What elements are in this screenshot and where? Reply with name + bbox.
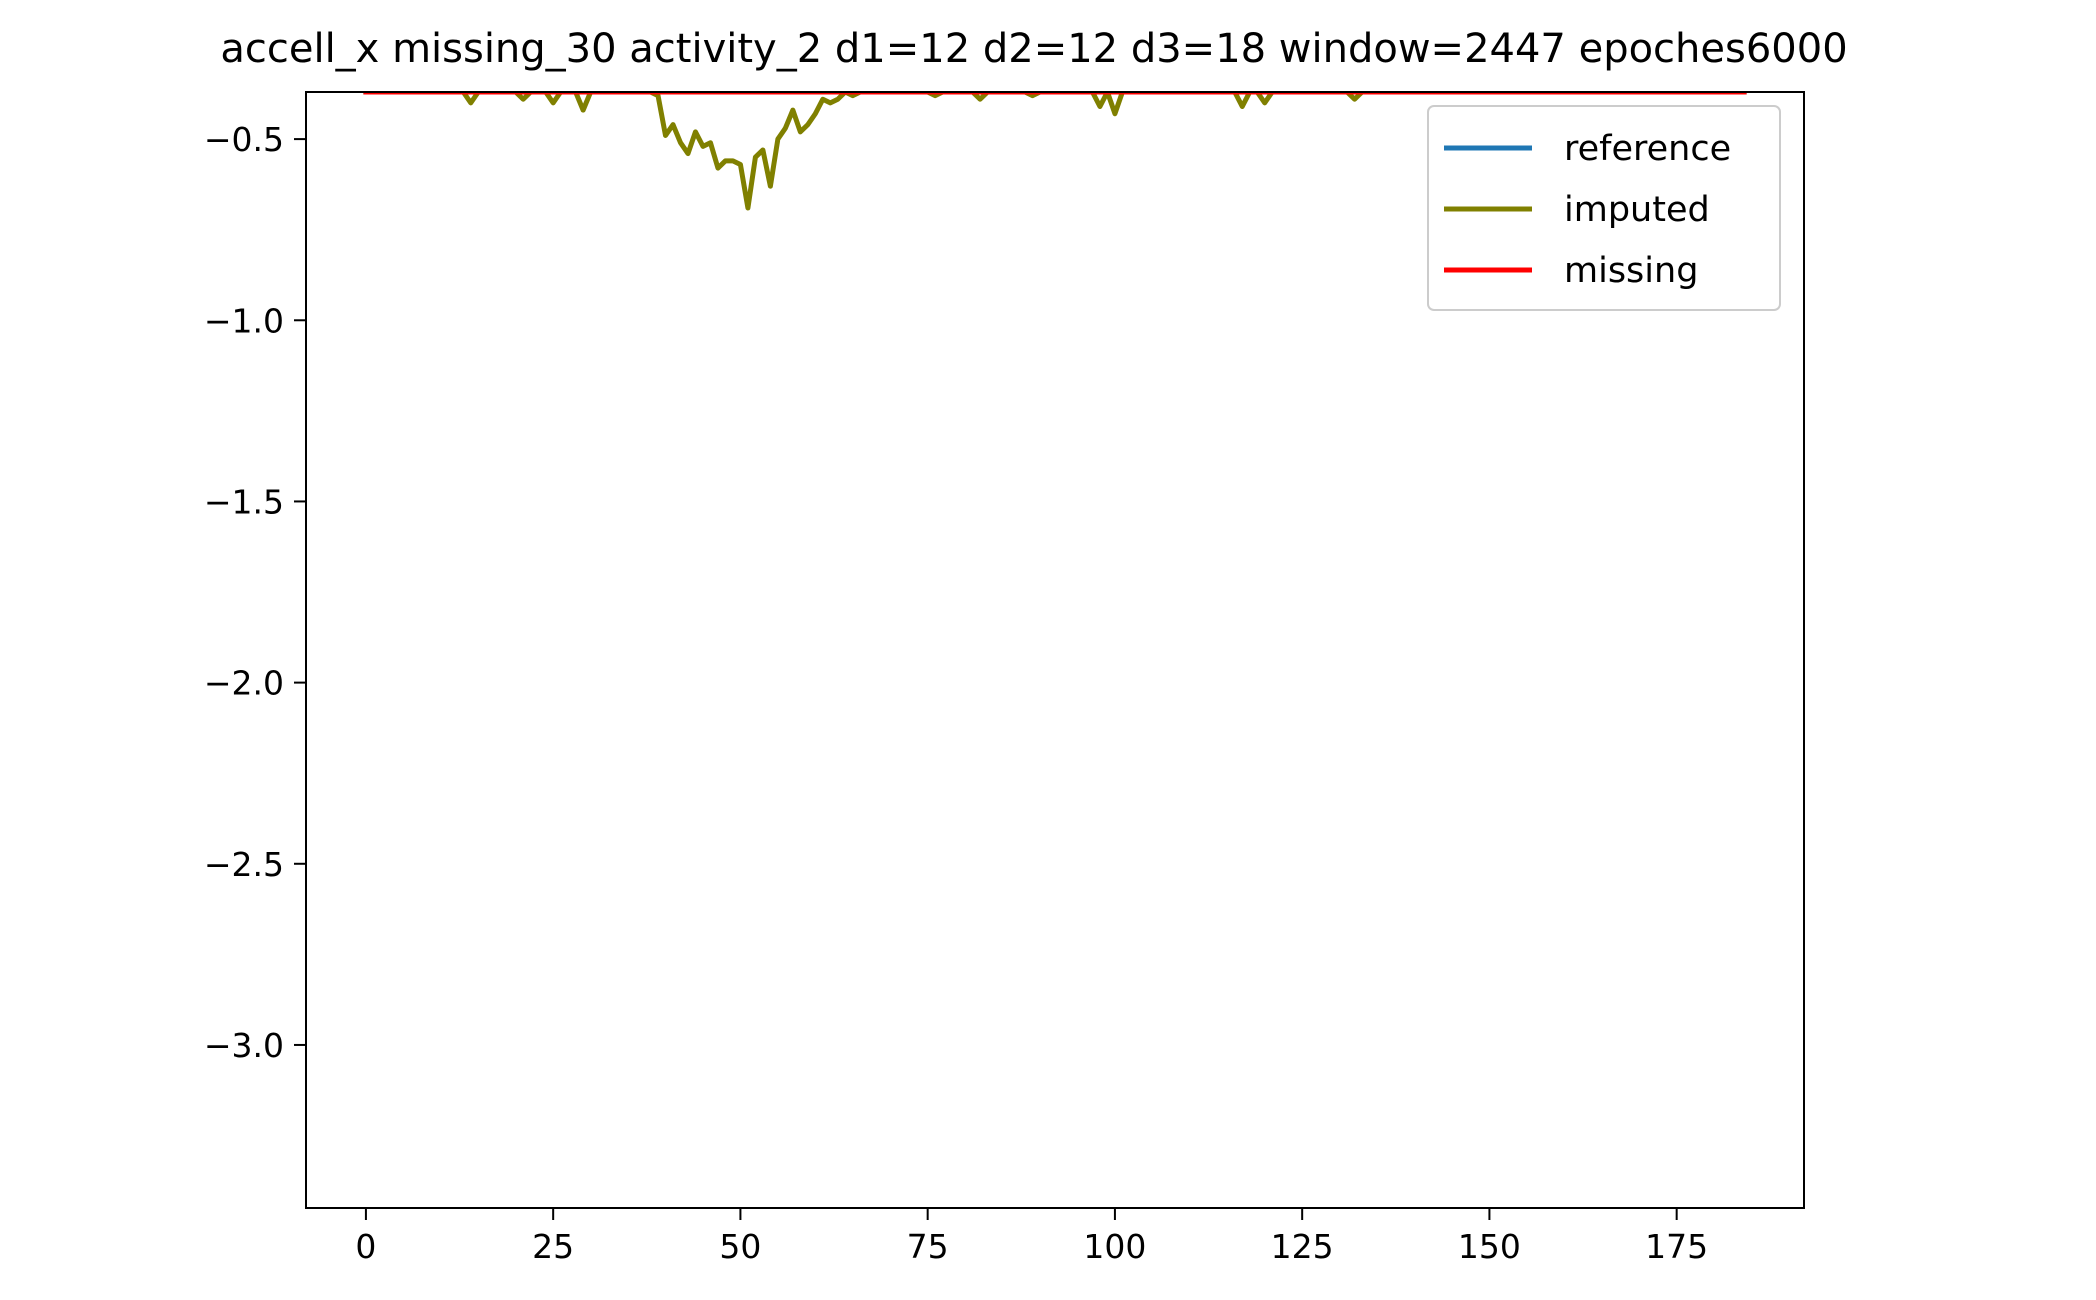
legend-label-reference: reference: [1564, 129, 1731, 169]
x-tick-label: 150: [1458, 1227, 1521, 1266]
series-line-imputed: [363, 92, 1747, 211]
x-tick-label: 50: [719, 1227, 761, 1266]
y-tick-label: −3.0: [204, 1026, 284, 1065]
y-tick-label: −1.0: [204, 301, 284, 340]
chart-title: accell_x missing_30 activity_2 d1=12 d2=…: [220, 26, 1847, 72]
y-tick-label: −0.5: [204, 120, 284, 159]
x-tick-label: 125: [1271, 1227, 1334, 1266]
legend-box: [1427, 105, 1781, 311]
x-tick-label: 75: [907, 1227, 949, 1266]
x-tick-label: 100: [1083, 1227, 1146, 1266]
x-tick-label: 175: [1645, 1227, 1708, 1266]
x-tick-label: 0: [355, 1227, 376, 1266]
legend-label-imputed: imputed: [1564, 190, 1710, 230]
legend: reference imputed missing: [1427, 105, 1781, 311]
legend-label-missing: missing: [1564, 251, 1698, 291]
y-tick-label: −2.0: [204, 664, 284, 703]
y-tick-label: −1.5: [204, 482, 284, 521]
x-axis: 0 25 50 75 100 125 150 175: [355, 1208, 1708, 1266]
x-tick-label: 25: [532, 1227, 574, 1266]
y-tick-label: −2.5: [204, 845, 284, 884]
y-axis: −0.5 −1.0 −1.5 −2.0 −2.5 −3.0: [204, 120, 306, 1065]
plot-frame: [305, 91, 1805, 1209]
